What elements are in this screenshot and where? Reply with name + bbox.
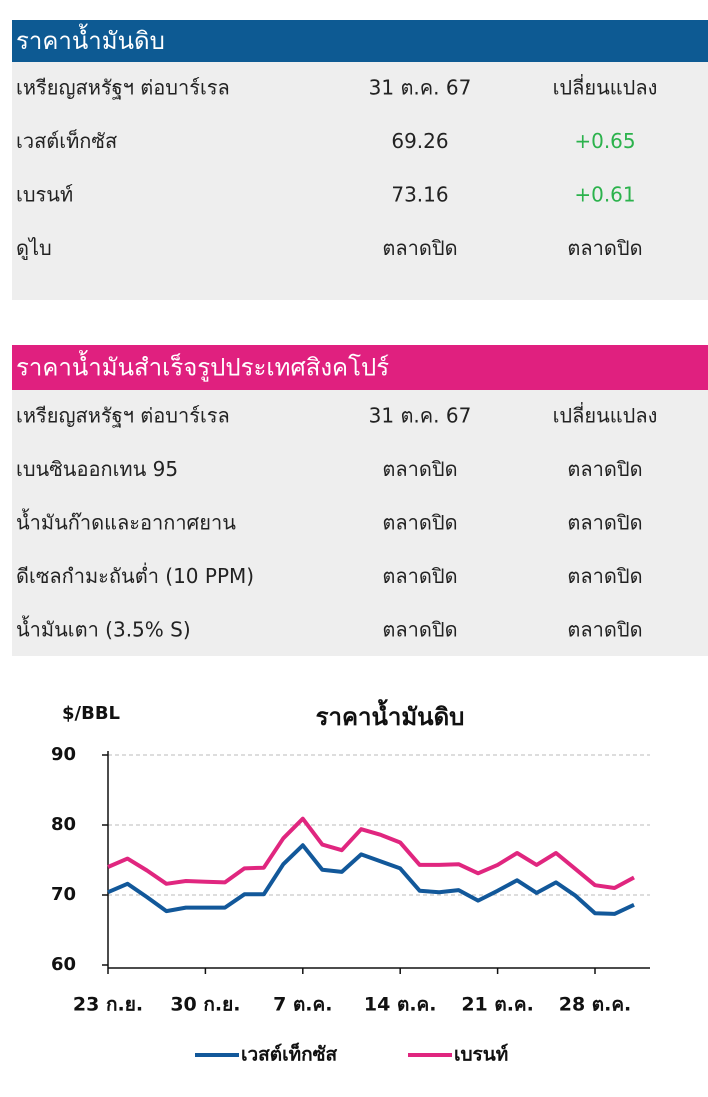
table-cell: ตลาดปิด: [567, 236, 642, 260]
line: [107, 843, 635, 916]
table-cell: ดูไบ: [16, 236, 52, 261]
table-cell: เบรนท์: [16, 182, 73, 206]
table-cell: ตลาดปิด: [382, 510, 457, 534]
table-cell: ตลาดปิด: [567, 564, 642, 588]
line: [107, 816, 635, 890]
x-tick-label: 7 ต.ค.: [273, 994, 332, 1016]
y-tick-label: 90: [51, 744, 76, 765]
table-cell: เปลี่ยนแปลง: [553, 401, 658, 427]
table-cell: ตลาดปิด: [382, 617, 457, 641]
x-tick-label: 21 ต.ค.: [461, 994, 534, 1016]
legend-label: เวสต์เท็กซัส: [241, 1042, 338, 1066]
y-tick-label: 70: [51, 884, 76, 905]
y-tick-label: 80: [51, 814, 76, 835]
table-cell: น้ำมันเตา (3.5% S): [16, 615, 191, 641]
table-title: ราคาน้ำมันสำเร็จรูปประเทศสิงคโปร์: [16, 350, 389, 383]
table-cell: 31 ต.ค. 67: [369, 403, 472, 427]
table-cell: ตลาดปิด: [567, 617, 642, 641]
table-cell: ตลาดปิด: [382, 457, 457, 481]
table-cell: 73.16: [391, 182, 448, 206]
chart-title: ราคาน้ำมันดิบ: [316, 698, 465, 731]
table-cell: น้ำมันก๊าดและอากาศยาน: [16, 508, 236, 534]
table-cell: +0.61: [574, 182, 635, 206]
table-cell: 31 ต.ค. 67: [369, 75, 472, 99]
table-cell: 69.26: [391, 129, 448, 153]
x-tick-label: 23 ก.ย.: [73, 994, 143, 1016]
table-cell: ตลาดปิด: [382, 564, 457, 588]
x-tick-label: 30 ก.ย.: [170, 994, 240, 1016]
x-tick-label: 14 ต.ค.: [364, 994, 437, 1016]
table-header-bar: [12, 345, 708, 390]
y-axis-label: $/BBL: [62, 703, 120, 724]
table-bg: [12, 390, 708, 656]
table-cell: ตลาดปิด: [382, 236, 457, 260]
table-cell: +0.65: [574, 129, 635, 153]
legend-label: เบรนท์: [454, 1044, 508, 1066]
table-cell: ดีเซลกำมะถันต่ำ (10 PPM): [16, 562, 254, 588]
table-cell: เวสต์เท็กซัส: [16, 128, 117, 153]
table-cell: เบนซินออกเทน 95: [16, 457, 178, 481]
x-tick-label: 28 ต.ค.: [559, 994, 632, 1016]
table-cell: เหรียญสหรัฐฯ ต่อบาร์เรล: [16, 403, 230, 427]
table-cell: เหรียญสหรัฐฯ ต่อบาร์เรล: [16, 75, 230, 99]
table-header-bar: [12, 20, 708, 62]
table-title: ราคาน้ำมันดิบ: [16, 23, 165, 55]
table-cell: เปลี่ยนแปลง: [553, 73, 658, 99]
table-bg: [12, 62, 708, 300]
table-cell: ตลาดปิด: [567, 510, 642, 534]
y-tick-label: 60: [51, 954, 76, 975]
table-cell: ตลาดปิด: [567, 457, 642, 481]
